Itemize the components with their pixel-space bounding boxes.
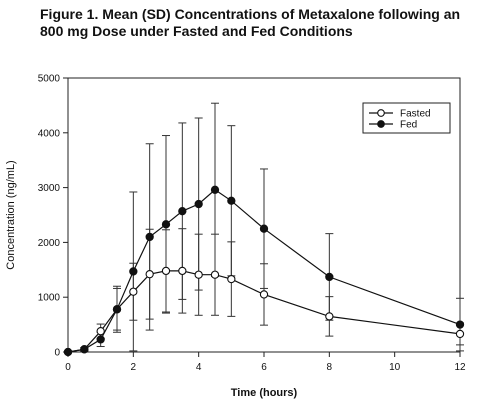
figure-title: Figure 1. Mean (SD) Concentrations of Me… xyxy=(40,6,480,40)
fasted-point xyxy=(96,327,105,336)
legend-fed-marker xyxy=(377,120,385,128)
y-tick-label: 3000 xyxy=(38,183,61,194)
y-tick-label: 5000 xyxy=(38,74,61,85)
axes: 0 2 4 6 8 10 12 0 1000 2000 3000 4000 5000 Time (hour… xyxy=(5,74,466,400)
fasted-point xyxy=(161,266,171,276)
error-bars xyxy=(80,102,464,352)
fasted-point xyxy=(129,287,138,296)
figure-title-line2: 800 mg Dose under Fasted and Fed Conditi… xyxy=(40,23,353,39)
fasted-point xyxy=(227,274,236,284)
fed-point xyxy=(161,220,171,229)
fed-point xyxy=(325,272,334,282)
fasted-point xyxy=(259,290,269,299)
fasted-point xyxy=(325,312,334,321)
fed-point xyxy=(145,232,154,242)
y-tick-label: 4000 xyxy=(38,128,61,139)
y-tick-label: 0 xyxy=(54,348,60,359)
legend-box xyxy=(362,102,451,134)
figure-title-line1: Figure 1. Mean (SD) Concentrations of Me… xyxy=(40,6,461,22)
fed-point xyxy=(63,347,73,357)
fasted-point xyxy=(455,329,465,339)
fed-point xyxy=(129,267,138,276)
x-tick-label: 8 xyxy=(327,362,333,373)
fasted-point xyxy=(178,266,187,276)
legend-fed-label: Fed xyxy=(400,120,417,131)
data-points xyxy=(63,185,465,357)
x-tick-label: 0 xyxy=(65,362,71,373)
y-axis-label: Concentration (ng/mL) xyxy=(5,160,17,269)
y-tick-label: 1000 xyxy=(38,293,61,304)
x-tick-label: 6 xyxy=(261,362,267,373)
fed-point xyxy=(112,305,122,314)
x-tick-label: 2 xyxy=(131,362,137,373)
fasted-point xyxy=(194,270,203,279)
fed-point xyxy=(455,320,465,329)
legend-fasted-label: Fasted xyxy=(400,109,431,120)
fasted-point xyxy=(210,270,220,279)
fasted-point xyxy=(145,270,154,279)
fed-point xyxy=(194,199,203,209)
fed-series-line xyxy=(67,189,461,353)
series-lines xyxy=(67,189,461,353)
fasted-series-line xyxy=(67,270,461,353)
x-tick-label: 10 xyxy=(389,362,401,373)
fed-point xyxy=(259,224,269,233)
fed-point xyxy=(178,207,187,216)
y-tick-label: 2000 xyxy=(38,238,61,249)
fed-point xyxy=(96,335,105,344)
fed-point xyxy=(227,196,236,205)
fed-point xyxy=(80,345,89,354)
fed-point xyxy=(210,185,220,194)
legend-fasted-marker xyxy=(377,109,385,117)
x-tick-label: 4 xyxy=(196,362,202,373)
x-tick-label: 12 xyxy=(454,362,466,373)
x-axis-label: Time (hours) xyxy=(231,387,298,399)
